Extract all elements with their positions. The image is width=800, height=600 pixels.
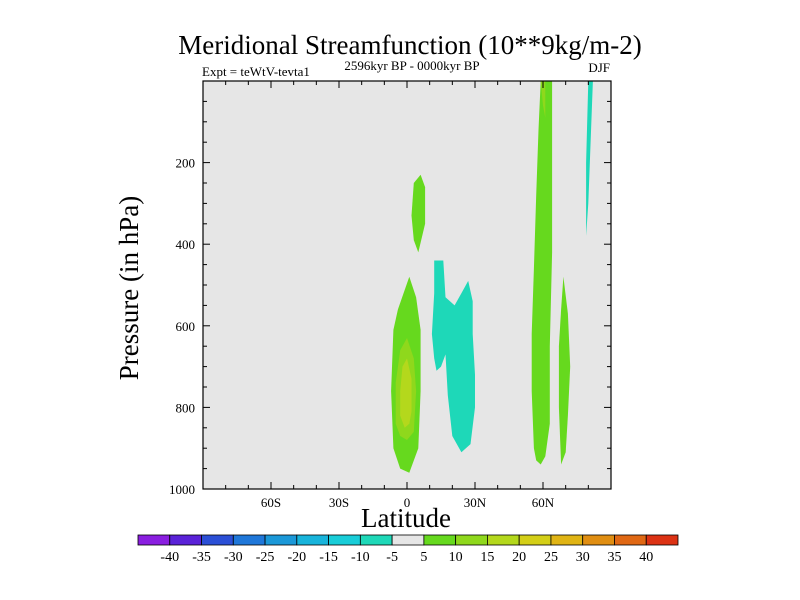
colorbar-label: 35 [607, 550, 621, 565]
chart-title: Meridional Streamfunction (10**9kg/m-2) [178, 30, 641, 60]
contour-regions [391, 81, 593, 473]
x-tick-label: 0 [404, 495, 411, 510]
contour-positive-5-10-upper-equator [411, 174, 426, 253]
colorbar-swatch [264, 534, 298, 546]
colorbar-swatch [518, 534, 552, 546]
contour-positive-5-10-68N [558, 276, 571, 465]
colorbar-label: 20 [512, 550, 526, 565]
y-tick-label: 800 [176, 400, 196, 415]
x-tick-label: 60S [261, 495, 281, 510]
colorbar-label: -15 [319, 550, 338, 565]
contour-positive-5-10-60N-column [531, 81, 553, 465]
colorbar-swatch [455, 534, 488, 546]
colorbar-swatch [137, 534, 171, 546]
colorbar-label: -35 [192, 550, 211, 565]
colorbar-label: 15 [480, 550, 494, 565]
colorbar-label: -20 [287, 550, 306, 565]
season-label: DJF [588, 60, 610, 75]
contour-negative-5-10-north-tropics [431, 260, 475, 453]
x-tick-label: 60N [532, 495, 555, 510]
colorbar-swatch [423, 534, 457, 546]
colorbar-label: 40 [639, 550, 653, 565]
colorbar-swatch [296, 534, 329, 546]
colorbar-label: 5 [420, 550, 427, 565]
colorbar-label: -10 [351, 550, 370, 565]
colorbar-swatch [391, 534, 425, 546]
y-tick-label: 200 [176, 156, 196, 171]
colorbar-label: -5 [386, 550, 398, 565]
colorbar-label: 30 [576, 550, 590, 565]
contour-negative-5-10-80N-strip [586, 81, 593, 236]
colorbar-swatch [201, 534, 234, 546]
y-tick-label: 1000 [169, 482, 195, 497]
colorbar-swatch [169, 534, 202, 546]
y-tick-label: 600 [176, 319, 196, 334]
colorbar-swatch [550, 534, 584, 546]
colorbar-swatch [328, 534, 361, 546]
period-label: 2596kyr BP - 0000kyr BP [344, 58, 479, 73]
contour-positive-10-15-60N-core [540, 81, 546, 118]
colorbar-swatch [232, 534, 266, 546]
contour-positive-15-20-equator [400, 358, 412, 428]
x-tick-label: 30S [329, 495, 349, 510]
colorbar-swatch [359, 534, 393, 546]
y-axis-label: Pressure (in hPa) [114, 196, 144, 380]
colorbar-label: 25 [544, 550, 558, 565]
x-axis-ticks: 60S 30S 0 30N 60N [225, 81, 589, 510]
y-axis-ticks: 200 400 600 800 1000 [169, 100, 611, 497]
colorbar-label: -30 [224, 550, 243, 565]
x-tick-label: 30N [464, 495, 487, 510]
colorbar-swatch [487, 534, 520, 546]
x-axis-label: Latitude [361, 503, 451, 533]
colorbar-label: 10 [449, 550, 463, 565]
colorbar-label: -25 [256, 550, 275, 565]
colorbar-label: -40 [160, 550, 179, 565]
colorbar-swatch [614, 534, 647, 546]
colorbar-swatch [645, 534, 679, 546]
colorbar: -40 -35 -30 -25 -20 -15 -10 -5 5 10 15 20 25 30 35 40 [137, 534, 679, 565]
experiment-label: Expt = teWtV-tevta1 [202, 64, 310, 79]
y-tick-label: 400 [176, 237, 196, 252]
colorbar-swatch [582, 534, 615, 546]
